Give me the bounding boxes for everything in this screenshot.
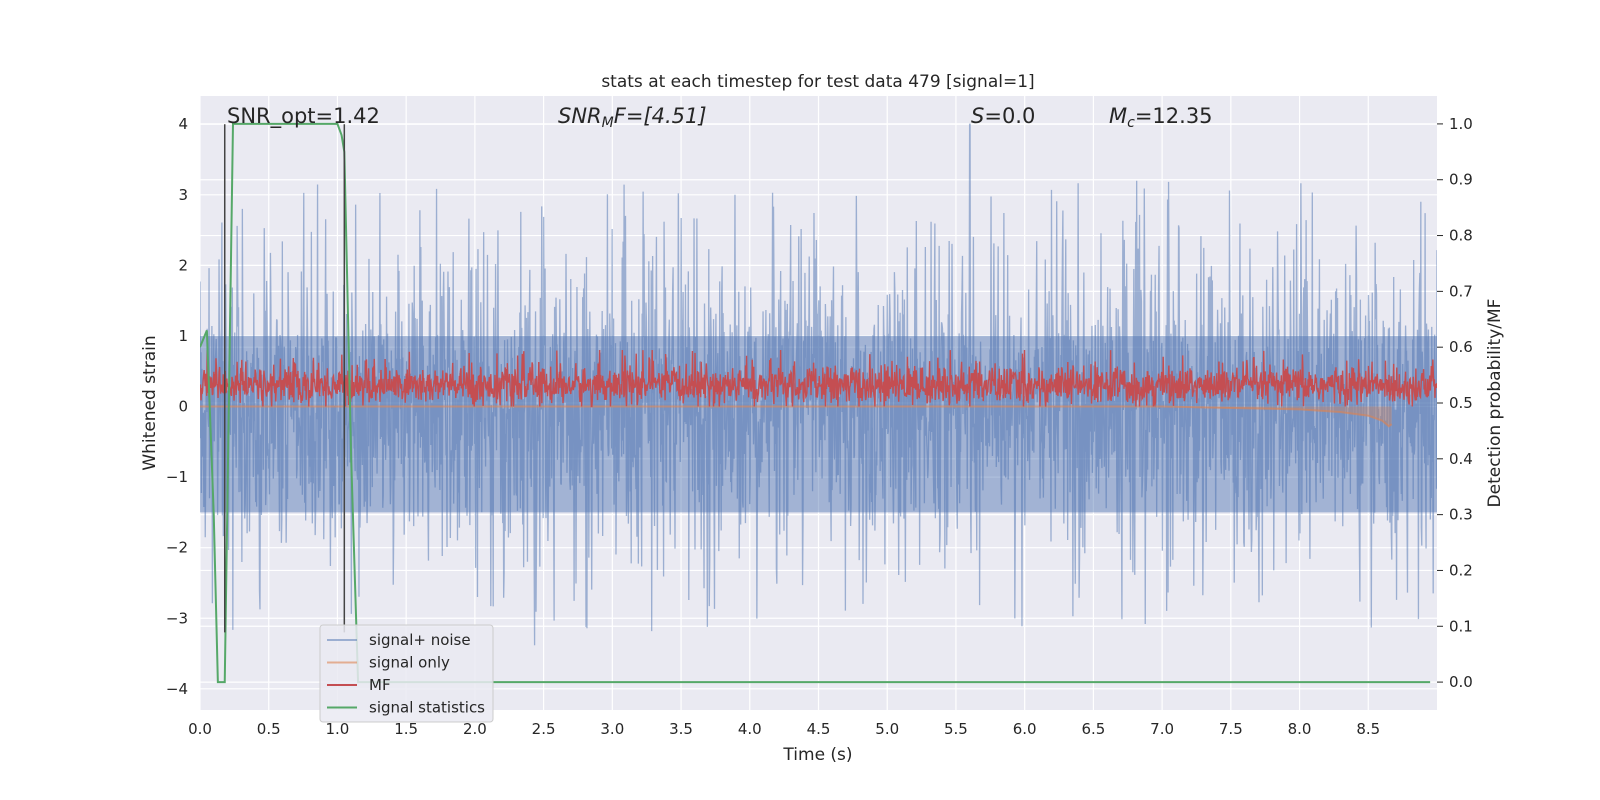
annotation-snr-mf-value: F=[4.51] — [614, 104, 707, 128]
chart-title: stats at each timestep for test data 479… — [601, 72, 1034, 92]
x-tick-label: 5.5 — [944, 720, 968, 738]
legend-label: signal only — [369, 654, 450, 672]
series-signal-only-fill — [200, 406, 1392, 427]
x-tick-label: 4.5 — [807, 720, 831, 738]
y-tick-label-right: 0.1 — [1449, 617, 1473, 635]
y-tick-label-right: 0.7 — [1449, 282, 1473, 300]
annotation-mc-sub: c — [1127, 115, 1135, 131]
x-tick-label: 8.0 — [1288, 720, 1312, 738]
y-ticks-left: 4 3 2 1 0 −1 −2 −3 −4 — [166, 115, 188, 698]
y-tick-label-right: 0.0 — [1449, 673, 1473, 691]
annotation-s-value: =0.0 — [984, 104, 1035, 128]
series-signal-statistics — [200, 122, 1431, 684]
x-axis-label: Time (s) — [782, 745, 852, 765]
x-tick-label: 7.5 — [1219, 720, 1243, 738]
series-mf — [200, 350, 1437, 408]
x-tick-label: 1.5 — [394, 720, 418, 738]
y-ticks-right: 1.0 0.9 0.8 0.7 0.6 0.5 0.4 0.3 0.2 0.1 0.0 — [1437, 115, 1473, 691]
y-tick-label-right: 0.6 — [1449, 338, 1473, 356]
y-axis-label-left: Whitened strain — [140, 335, 160, 470]
y-tick-label-left: 2 — [178, 256, 188, 274]
markers-layer — [223, 124, 346, 633]
y-tick-label-left: 3 — [178, 186, 188, 204]
x-tick-label: 4.0 — [738, 720, 762, 738]
annotation-snr-mf-symbol: SNR — [558, 104, 602, 128]
series-signal-only — [200, 405, 1393, 428]
y-tick-label-right: 0.5 — [1449, 394, 1473, 412]
annotation-mc: Mc=12.35 — [1109, 104, 1213, 131]
annotation-snr-opt: SNR_opt=1.42 — [227, 104, 380, 129]
x-tick-label: 0.5 — [257, 720, 281, 738]
legend-label: signal statistics — [369, 699, 485, 717]
annotation-snr-mf: SNRMF=[4.51] — [558, 104, 707, 131]
annotation-s-symbol: S — [971, 104, 984, 128]
x-tick-label: 6.5 — [1081, 720, 1105, 738]
x-tick-label: 0.0 — [188, 720, 212, 738]
legend: signal+ noise signal only MF signal statist… — [319, 624, 494, 723]
annotation-snr-mf-sub: M — [602, 115, 614, 131]
annotation-mc-symbol: M — [1109, 104, 1127, 128]
x-tick-label: 2.0 — [463, 720, 487, 738]
y-tick-label-left: −2 — [166, 539, 188, 557]
x-tick-label: 3.0 — [600, 720, 624, 738]
y-tick-label-right: 1.0 — [1449, 115, 1473, 133]
y-tick-label-right: 0.9 — [1449, 171, 1473, 189]
y-tick-label-left: −1 — [166, 468, 188, 486]
annotation-s: S=0.0 — [971, 104, 1035, 128]
series-signal-noise-core — [200, 335, 1437, 513]
y-axis-label-right: Detection probability/MF — [1485, 299, 1505, 508]
legend-label: MF — [369, 676, 391, 694]
x-tick-label: 3.5 — [669, 720, 693, 738]
legend-label: signal+ noise — [369, 631, 471, 649]
y-tick-label-right: 0.8 — [1449, 227, 1473, 245]
x-tick-label: 8.5 — [1356, 720, 1380, 738]
series-layer — [200, 122, 1437, 684]
x-tick-label: 6.0 — [1013, 720, 1037, 738]
x-tick-label: 5.0 — [875, 720, 899, 738]
y-tick-label-right: 0.4 — [1449, 450, 1473, 468]
x-ticks: 0.0 0.5 1.0 1.5 2.0 2.5 3.0 3.5 4.0 4.5 5.0 5.5 6.0 6… — [188, 720, 1380, 738]
annotation-mc-value: =12.35 — [1135, 104, 1213, 128]
y-tick-label-left: −3 — [166, 609, 188, 627]
y-tick-label-left: 0 — [178, 398, 188, 416]
x-tick-label: 1.0 — [326, 720, 350, 738]
y-tick-label-right: 0.3 — [1449, 506, 1473, 524]
y-tick-label-right: 0.2 — [1449, 561, 1473, 579]
y-tick-label-left: −4 — [166, 680, 188, 698]
y-tick-label-left: 4 — [178, 115, 188, 133]
y-tick-label-left: 1 — [178, 327, 188, 345]
x-tick-label: 2.5 — [532, 720, 556, 738]
x-tick-label: 7.0 — [1150, 720, 1174, 738]
legend-box — [319, 624, 494, 723]
